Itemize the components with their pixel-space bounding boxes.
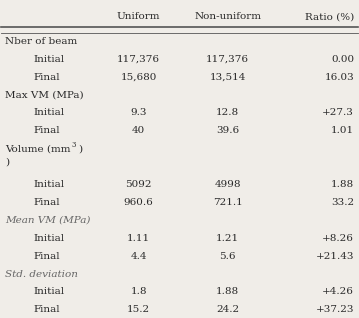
Text: 1.8: 1.8 <box>130 287 147 296</box>
Text: 721.1: 721.1 <box>213 198 242 207</box>
Text: Final: Final <box>33 305 60 315</box>
Text: Final: Final <box>33 198 60 207</box>
Text: 13,514: 13,514 <box>209 73 246 82</box>
Text: 15.2: 15.2 <box>127 305 150 315</box>
Text: 39.6: 39.6 <box>216 126 239 135</box>
Text: 5092: 5092 <box>125 180 152 189</box>
Text: 12.8: 12.8 <box>216 108 239 117</box>
Text: Ratio (%): Ratio (%) <box>305 12 354 21</box>
Text: 117,376: 117,376 <box>206 55 249 64</box>
Text: Initial: Initial <box>33 234 65 243</box>
Text: Initial: Initial <box>33 55 65 64</box>
Text: 1.21: 1.21 <box>216 234 239 243</box>
Text: Non-uniform: Non-uniform <box>194 12 261 21</box>
Text: +27.3: +27.3 <box>322 108 354 117</box>
Text: 5.6: 5.6 <box>219 252 236 261</box>
Text: 1.11: 1.11 <box>127 234 150 243</box>
Text: 1.01: 1.01 <box>331 126 354 135</box>
Text: +21.43: +21.43 <box>316 252 354 261</box>
Text: 3: 3 <box>72 141 76 149</box>
Text: Initial: Initial <box>33 108 65 117</box>
Text: 1.88: 1.88 <box>331 180 354 189</box>
Text: ): ) <box>5 158 9 167</box>
Text: Max VM (MPa): Max VM (MPa) <box>5 91 84 100</box>
Text: 0.00: 0.00 <box>331 55 354 64</box>
Text: Initial: Initial <box>33 180 65 189</box>
Text: 4998: 4998 <box>214 180 241 189</box>
Text: 33.2: 33.2 <box>331 198 354 207</box>
Text: Final: Final <box>33 252 60 261</box>
Text: +37.23: +37.23 <box>316 305 354 315</box>
Text: 117,376: 117,376 <box>117 55 160 64</box>
Text: Volume (mm: Volume (mm <box>5 144 70 153</box>
Text: ): ) <box>78 144 82 153</box>
Text: Final: Final <box>33 73 60 82</box>
Text: 9.3: 9.3 <box>130 108 147 117</box>
Text: 16.03: 16.03 <box>324 73 354 82</box>
Text: +8.26: +8.26 <box>322 234 354 243</box>
Text: Mean VM (MPa): Mean VM (MPa) <box>5 216 90 225</box>
Text: 15,680: 15,680 <box>120 73 157 82</box>
Text: 4.4: 4.4 <box>130 252 147 261</box>
Text: Final: Final <box>33 126 60 135</box>
Text: Uniform: Uniform <box>117 12 160 21</box>
Text: 24.2: 24.2 <box>216 305 239 315</box>
Text: Std. deviation: Std. deviation <box>5 270 78 279</box>
Text: 960.6: 960.6 <box>123 198 153 207</box>
Text: 1.88: 1.88 <box>216 287 239 296</box>
Text: Nber of beam: Nber of beam <box>5 37 77 46</box>
Text: +4.26: +4.26 <box>322 287 354 296</box>
Text: Initial: Initial <box>33 287 65 296</box>
Text: 40: 40 <box>132 126 145 135</box>
